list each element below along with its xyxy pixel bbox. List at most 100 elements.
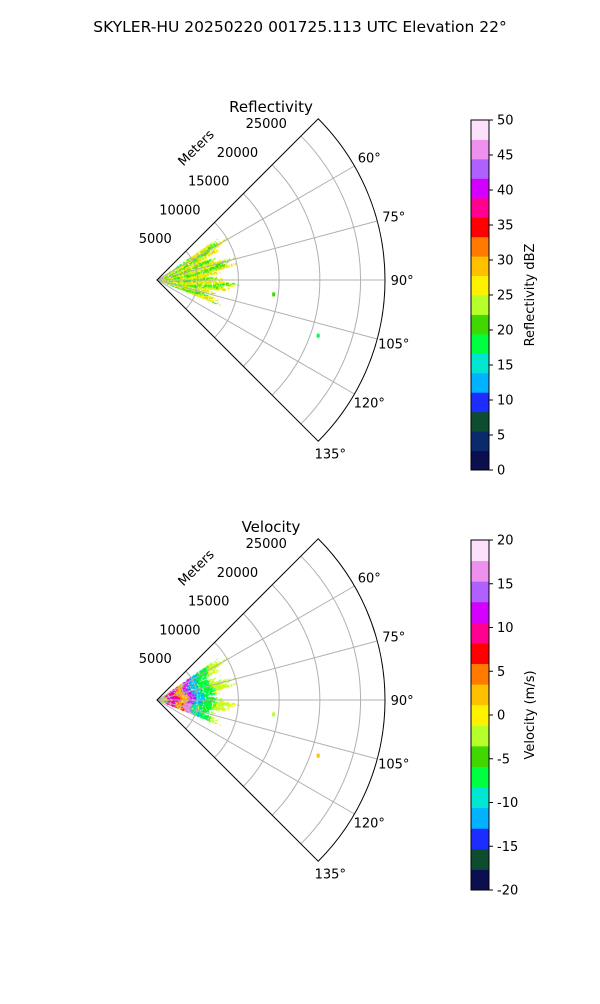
- reflectivity-colorbar-segment: [471, 158, 489, 179]
- reflectivity-colorbar-label: Reflectivity dBZ: [523, 244, 538, 347]
- reflectivity-colorbar-segment: [471, 120, 489, 140]
- reflectivity-azimuth-spoke: [156, 279, 355, 395]
- reflectivity-stray-echo: [316, 333, 320, 338]
- reflectivity-sector-frame: [156, 118, 386, 442]
- figure-title: SKYLER-HU 20250220 001725.113 UTC Elevat…: [93, 18, 507, 36]
- velocity-colorbar-segment: [471, 581, 489, 603]
- velocity-azimuth-tick-label: 60°: [358, 571, 381, 586]
- reflectivity-grid: [156, 135, 385, 425]
- velocity-azimuth-spoke: [156, 640, 378, 701]
- reflectivity-range-tick-label: 15000: [188, 175, 229, 190]
- reflectivity-colorbar-segment: [471, 353, 489, 374]
- velocity-colorbar-segment: [471, 704, 489, 726]
- velocity-colorbar-segment: [471, 560, 489, 582]
- velocity-colorbar-segment: [471, 663, 489, 685]
- velocity-colorbar: -20 -15 -10 -5 0 5 10 15 20 Velocity (m/s): [470, 534, 538, 899]
- reflectivity-colorbar-segment: [471, 275, 489, 296]
- velocity-colorbar-segment: [471, 869, 489, 891]
- reflectivity-colorbar-tick-label: 40: [497, 184, 514, 199]
- reflectivity-colorbar-segment: [471, 450, 489, 471]
- reflectivity-colorbar: 0 5 10 15 20 25 30 35 40 45 50 Reflectivity dBZ: [470, 114, 538, 479]
- velocity-colorbar-label: Velocity (m/s): [523, 670, 538, 759]
- reflectivity-colorbar-tick-label: 30: [497, 254, 514, 269]
- reflectivity-colorbar-tick-label: 25: [497, 289, 514, 304]
- velocity-colorbar-segment: [471, 766, 489, 788]
- reflectivity-colorbar-tick-label: 10: [497, 394, 514, 409]
- reflectivity-colorbar-tick-label: 50: [497, 114, 514, 129]
- reflectivity-colorbar-segment: [471, 333, 489, 354]
- velocity-range-tick-label: 15000: [188, 595, 229, 610]
- velocity-colorbar-tick-label: -10: [497, 796, 518, 811]
- velocity-azimuth-spoke: [156, 699, 378, 760]
- velocity-grid: [156, 555, 385, 845]
- reflectivity-range-tick-label: 5000: [139, 232, 172, 247]
- velocity-azimuth-tick-label: 120°: [354, 817, 385, 832]
- velocity-range-tick-label: 20000: [217, 566, 258, 581]
- velocity-colorbar-tick-label: -15: [497, 840, 518, 855]
- velocity-azimuth-spoke: [156, 699, 355, 815]
- reflectivity-colorbar-segment: [471, 236, 489, 257]
- reflectivity-colorbar-segment: [471, 139, 489, 160]
- velocity-colorbar-tick-label: 15: [497, 577, 514, 592]
- velocity-colorbar-segment: [471, 848, 489, 870]
- reflectivity-colorbar-segment: [471, 392, 489, 413]
- velocity-range-tick-label: 5000: [139, 652, 172, 667]
- reflectivity-azimuth-spoke: [156, 165, 355, 281]
- velocity-colorbar-segment: [471, 622, 489, 644]
- velocity-colorbar-tick-label: 10: [497, 621, 514, 636]
- reflectivity-azimuth-tick-label: 75°: [382, 211, 405, 226]
- velocity-colorbar-segment: [471, 540, 489, 562]
- reflectivity-azimuth-tick-label: 90°: [391, 274, 414, 289]
- velocity-colorbar-segment: [471, 601, 489, 623]
- reflectivity-colorbar-segment: [471, 197, 489, 218]
- velocity-range-tick-label: 25000: [246, 537, 287, 552]
- velocity-colorbar-tick-label: 20: [497, 534, 514, 549]
- velocity-title: Velocity: [242, 518, 301, 536]
- velocity-colorbar-tick-label: 0: [497, 709, 505, 724]
- velocity-colorbar-segment: [471, 807, 489, 829]
- velocity-colorbar-segment: [471, 745, 489, 767]
- velocity-range-tick-label: 10000: [159, 623, 200, 638]
- velocity-azimuth-tick-label: 105°: [378, 757, 409, 772]
- velocity-colorbar-tick-label: 5: [497, 665, 505, 680]
- reflectivity-azimuth-tick-label: 105°: [378, 337, 409, 352]
- reflectivity-range-tick-label: 25000: [246, 117, 287, 132]
- reflectivity-azimuth-tick-label: 60°: [358, 151, 381, 166]
- reflectivity-colorbar-segment: [471, 217, 489, 238]
- velocity-stray-echo: [316, 753, 320, 758]
- reflectivity-colorbar-segment: [471, 431, 489, 452]
- velocity-colorbar-segment: [471, 684, 489, 706]
- reflectivity-colorbar-tick-label: 35: [497, 219, 514, 234]
- reflectivity-azimuth-tick-label: 135°: [315, 447, 346, 462]
- reflectivity-title: Reflectivity: [229, 98, 313, 116]
- reflectivity-azimuth-spoke: [156, 220, 378, 281]
- velocity-colorbar-segment: [471, 787, 489, 809]
- reflectivity-colorbar-segment: [471, 295, 489, 315]
- velocity-stray-echo: [272, 712, 276, 717]
- reflectivity-colorbar-segment: [471, 372, 489, 393]
- velocity-azimuth-spoke: [156, 585, 355, 701]
- velocity-azimuth-tick-label: 75°: [382, 631, 405, 646]
- reflectivity-azimuth-spoke: [156, 279, 378, 340]
- velocity-azimuth-tick-label: 135°: [315, 867, 346, 882]
- reflectivity-colorbar-tick-label: 20: [497, 324, 514, 339]
- reflectivity-colorbar-segment: [471, 256, 489, 277]
- velocity-colorbar-segment: [471, 828, 489, 850]
- velocity-azimuth-tick-label: 90°: [391, 694, 414, 709]
- reflectivity-panel: Reflectivity500010000150002000025000Mete…: [139, 98, 538, 479]
- reflectivity-colorbar-tick-label: 45: [497, 149, 514, 164]
- velocity-colorbar-segment: [471, 725, 489, 747]
- reflectivity-colorbar-tick-label: 0: [497, 464, 505, 479]
- velocity-colorbar-tick-label: -5: [497, 752, 510, 767]
- reflectivity-colorbar-tick-label: 15: [497, 359, 514, 374]
- reflectivity-range-tick-label: 20000: [217, 146, 258, 161]
- reflectivity-stray-echo: [272, 292, 276, 297]
- velocity-colorbar-tick-label: -20: [497, 884, 518, 899]
- velocity-colorbar-segment: [471, 642, 489, 665]
- reflectivity-range-tick-label: 10000: [159, 203, 200, 218]
- reflectivity-colorbar-segment: [471, 178, 489, 199]
- reflectivity-colorbar-tick-label: 5: [497, 429, 505, 444]
